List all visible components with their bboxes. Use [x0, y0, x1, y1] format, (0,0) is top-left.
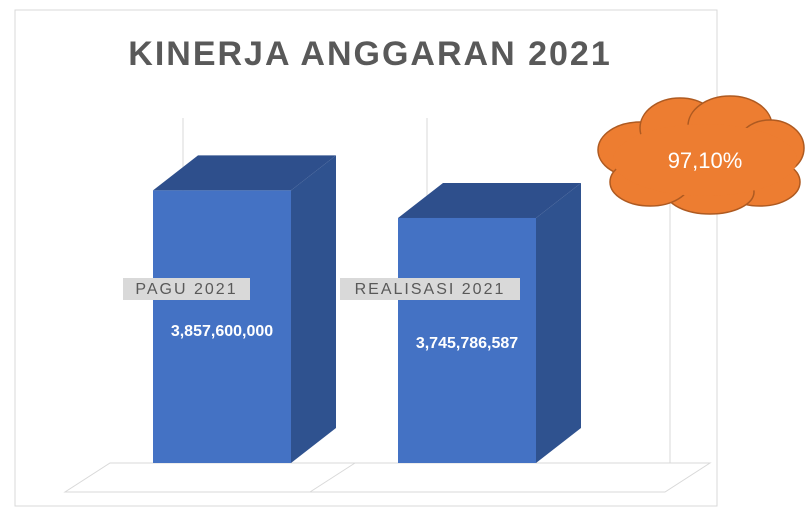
floor-plane — [63, 462, 712, 493]
floor-divider — [309, 462, 356, 493]
bar — [153, 190, 291, 463]
annotation: 97,10% — [668, 148, 743, 173]
floor — [63, 462, 712, 493]
category-label: REALISASI 2021 — [355, 281, 506, 298]
chart-frame — [14, 9, 718, 507]
data-label: 3,745,786,587 — [416, 335, 518, 352]
category-label: PAGU 2021 — [135, 281, 237, 298]
bar-top — [398, 182, 581, 218]
bar-side — [291, 155, 336, 463]
category-label-bg — [123, 278, 250, 300]
bar — [398, 217, 536, 463]
chart-title: KINERJA ANGGARAN 2021 — [128, 35, 611, 73]
bar-top — [153, 155, 336, 191]
bar-side — [536, 182, 581, 464]
category-label-bg — [340, 278, 520, 300]
data-label: 3,857,600,000 — [171, 323, 273, 340]
cloud-core — [613, 124, 797, 196]
